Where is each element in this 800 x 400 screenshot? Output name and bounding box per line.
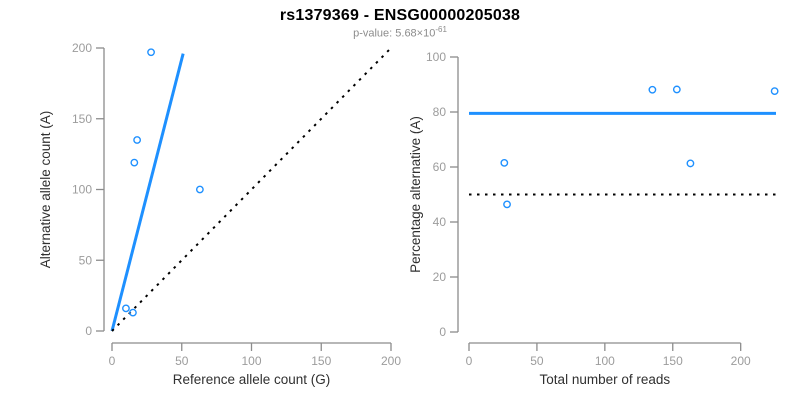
x-tick-label: 0 [109,354,116,368]
identity-line [111,47,392,332]
p-value-exponent: -61 [435,25,447,34]
x-axis-title: Reference allele count (G) [173,372,331,387]
x-tick-label: 50 [175,354,189,368]
scatter-point [147,48,155,57]
scatter-point [129,308,137,317]
y-axis-title: Alternative allele count (A) [38,111,53,269]
x-tick-label: 100 [241,354,261,368]
scatter-point [133,136,142,144]
percentage-vs-reads-scatter: 0 20 40 60 80 100 0 50 100 150 200 Total number of … [408,50,779,387]
x-tick-label: 150 [311,354,331,368]
y-tick-label: 100 [72,183,92,197]
x-tick-label: 200 [731,354,751,368]
y-tick-label: 0 [85,324,92,338]
x-tick-label: 100 [595,354,615,368]
y-tick-label: 150 [72,112,92,126]
y-tick-label: 20 [433,270,447,284]
y-tick-label: 200 [72,41,92,55]
scatter-point [686,159,695,168]
regression-line [110,53,185,332]
scatter-point [770,87,779,96]
allele-count-scatter: 0 50 100 150 200 0 50 100 150 200 Reference allele… [38,41,401,387]
x-tick-label: 150 [663,354,683,368]
scatter-point [672,85,681,94]
x-tick-label: 50 [530,354,544,368]
y-tick-label: 0 [439,325,446,339]
y-tick-label: 80 [433,105,447,119]
y-tick-label: 40 [433,215,447,229]
scatter-point [648,85,657,94]
y-axis-title: Percentage alternative (A) [408,116,423,273]
figure-subtitle: p-value: 5.68×10-61 [0,25,800,40]
x-tick-label: 0 [466,354,473,368]
y-tick-label: 100 [426,50,446,64]
y-tick-label: 50 [79,253,93,267]
figure-title: rs1379369 - ENSG00000205038 [279,7,521,24]
scatter-point [195,185,204,194]
y-tick-label: 60 [433,160,447,174]
scatter-point [500,158,509,167]
scatter-point [130,158,139,167]
scatter-point [503,200,511,209]
p-value-text: p-value: 5.68×10 [353,27,436,40]
scatter-point [122,304,130,313]
x-axis-title: Total number of reads [540,372,671,387]
x-tick-label: 200 [381,354,401,368]
